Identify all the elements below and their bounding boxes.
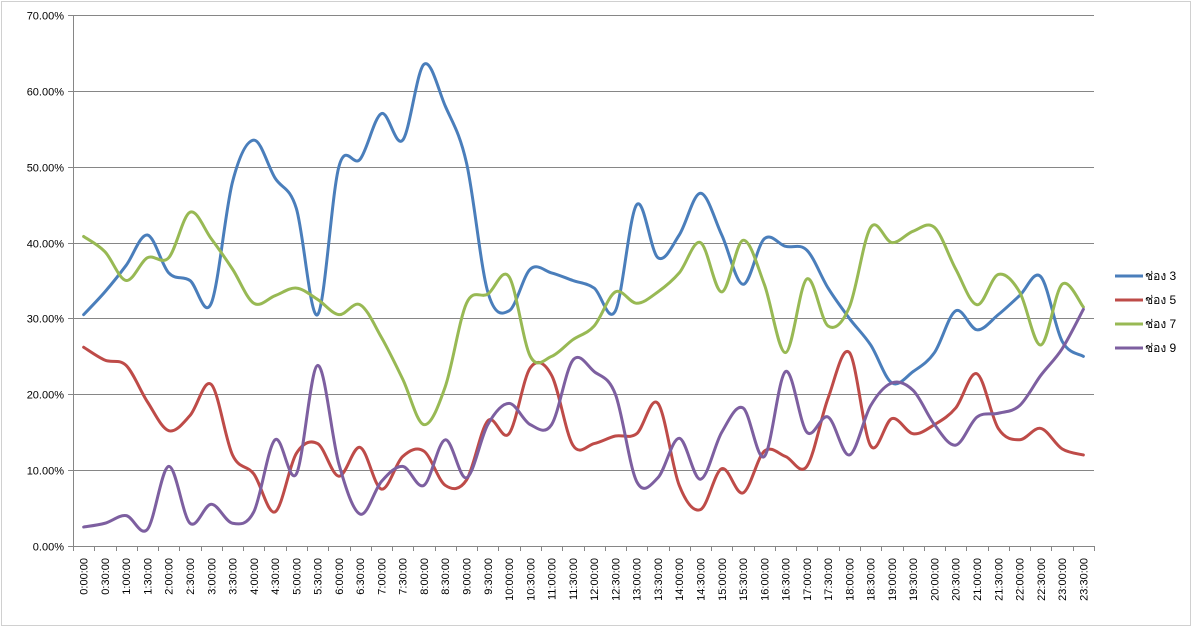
x-tick-label: 17:00:00	[802, 558, 814, 601]
y-tick-label: 0.00%	[33, 542, 64, 554]
x-tick-label: 15:30:00	[738, 558, 750, 601]
x-tick-label: 5:30:00	[313, 558, 325, 595]
series-lines	[82, 62, 1085, 533]
x-tick-label: 4:30:00	[270, 558, 282, 595]
x-tick-label: 4:00:00	[249, 558, 261, 595]
x-tick-label: 21:30:00	[993, 558, 1005, 601]
x-tick-label: 3:30:00	[228, 558, 240, 595]
axes: 0.00% 10.00% 20.00% 30.00% 40.00% 50.00% 60.00…	[27, 11, 1095, 601]
legend-label: ช่อง 5	[1145, 293, 1177, 307]
series-line-2	[82, 345, 1085, 514]
y-tick-label: 50.00%	[27, 163, 65, 175]
x-tick-label: 12:00:00	[589, 558, 601, 601]
grid-lines	[73, 15, 1094, 471]
x-tick-label: 13:00:00	[632, 558, 644, 601]
x-tick-label: 5:00:00	[291, 558, 303, 595]
x-tick-label: 17:30:00	[823, 558, 835, 601]
x-tick-label: 11:00:00	[547, 558, 559, 600]
x-tick-label: 0:00:00	[79, 558, 91, 595]
y-tick-label: 20.00%	[27, 390, 65, 402]
y-tick-label: 40.00%	[27, 239, 65, 251]
x-tick-label: 10:30:00	[525, 558, 537, 601]
x-tick-label: 1:00:00	[121, 558, 133, 595]
x-tick-label: 6:00:00	[334, 558, 346, 595]
x-tick-label: 16:00:00	[759, 558, 771, 601]
x-tick-label: 16:30:00	[781, 558, 793, 601]
x-tick-label: 9:00:00	[462, 558, 474, 595]
x-tick-label: 23:00:00	[1057, 558, 1069, 601]
x-tick-label: 7:00:00	[376, 558, 388, 595]
x-tick-label: 1:30:00	[142, 558, 154, 595]
x-tick-label: 18:30:00	[866, 558, 878, 601]
x-tick-label: 12:30:00	[610, 558, 622, 601]
legend-label: ช่อง 7	[1145, 317, 1177, 331]
x-tick-label: 10:00:00	[504, 558, 516, 601]
x-tick-label: 2:00:00	[164, 558, 176, 595]
x-tick-label: 3:00:00	[206, 558, 218, 595]
x-tick-label: 20:00:00	[929, 558, 941, 601]
legend: ช่อง 3 ช่อง 5 ช่อง 7 ช่อง 9	[1115, 269, 1177, 355]
x-tick-label: 7:30:00	[398, 558, 410, 595]
series-line-1	[82, 62, 1085, 386]
x-tick-label: 19:30:00	[908, 558, 920, 601]
x-tick-label: 20:30:00	[951, 558, 963, 601]
x-tick-label: 8:00:00	[419, 558, 431, 595]
y-tick-label: 60.00%	[27, 87, 65, 99]
x-tick-label: 8:30:00	[440, 558, 452, 595]
x-tick-label: 21:00:00	[972, 558, 984, 601]
x-tick-label: 22:00:00	[1015, 558, 1027, 601]
y-tick-label: 10.00%	[27, 466, 65, 478]
series-line-3	[82, 210, 1085, 427]
x-tick-label: 19:00:00	[887, 558, 899, 601]
y-tick-label: 70.00%	[27, 11, 65, 23]
x-tick-label: 13:30:00	[653, 558, 665, 601]
x-tick-label: 2:30:00	[185, 558, 197, 595]
x-tick-label: 0:30:00	[100, 558, 112, 595]
x-tick-label: 23:30:00	[1078, 558, 1090, 601]
series-line-4	[82, 307, 1085, 533]
x-tick-label: 15:00:00	[717, 558, 729, 601]
legend-label: ช่อง 3	[1145, 269, 1177, 283]
legend-label: ช่อง 9	[1145, 341, 1177, 355]
x-tick-label: 11:30:00	[568, 558, 580, 600]
x-tick-label: 14:00:00	[674, 558, 686, 601]
y-tick-label: 30.00%	[27, 314, 65, 326]
x-tick-label: 9:30:00	[483, 558, 495, 595]
x-tick-label: 6:30:00	[355, 558, 367, 595]
x-tick-label: 18:00:00	[844, 558, 856, 601]
x-tick-label: 14:30:00	[695, 558, 707, 601]
x-tick-label: 22:30:00	[1036, 558, 1048, 601]
